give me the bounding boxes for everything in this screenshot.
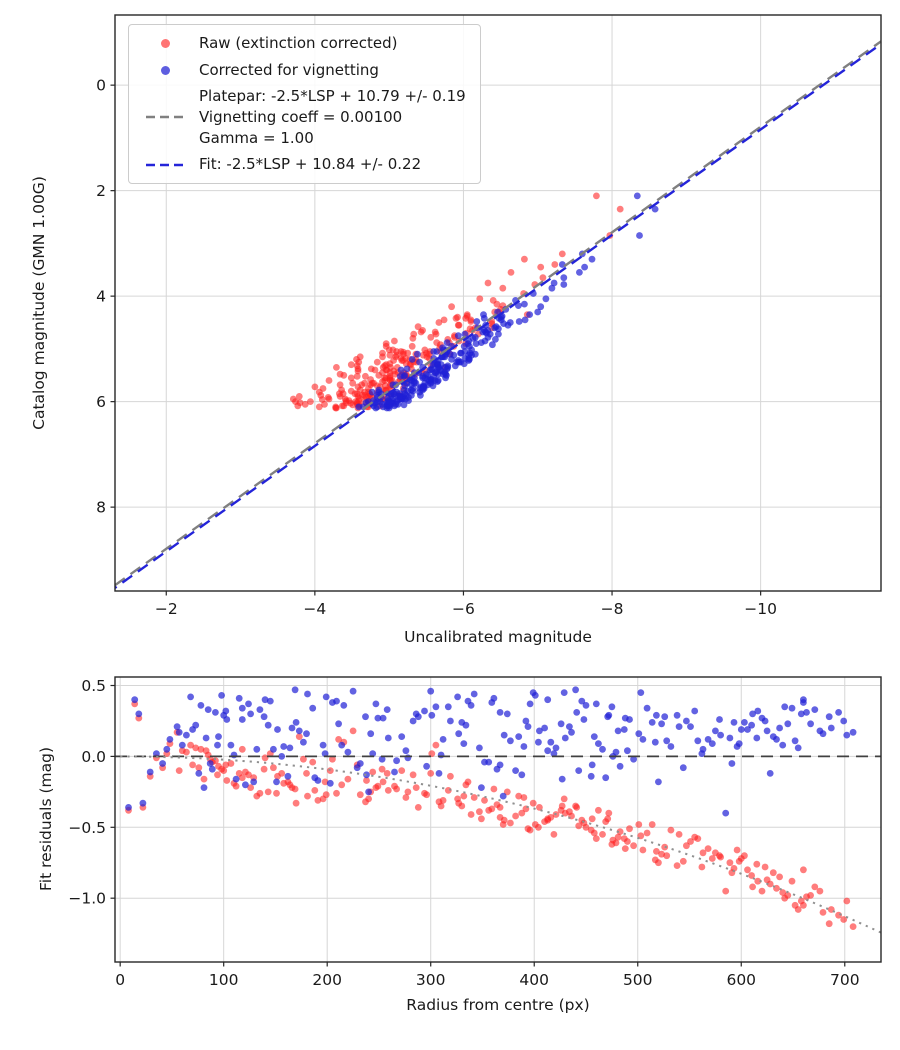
- legend-entry-platepar: Platepar: -2.5*LSP + 10.79 +/- 0.19 Vign…: [137, 86, 466, 148]
- legend-entry-corrected: Corrected for vignetting: [137, 60, 466, 81]
- svg-text:−8: −8: [601, 600, 624, 618]
- legend-entry-fit: Fit: -2.5*LSP + 10.84 +/- 0.22: [137, 154, 466, 175]
- svg-text:200: 200: [312, 971, 342, 989]
- svg-text:−2: −2: [155, 600, 178, 618]
- svg-text:600: 600: [726, 971, 756, 989]
- top-yaxis-label: Catalog magnitude (GMN 1.00G): [30, 176, 48, 430]
- platepar-line: [114, 40, 882, 587]
- svg-text:700: 700: [830, 971, 860, 989]
- svg-text:6: 6: [96, 393, 106, 411]
- fit-dashed-line-icon: [146, 163, 184, 167]
- svg-text:100: 100: [209, 971, 239, 989]
- svg-text:0.0: 0.0: [81, 748, 106, 766]
- svg-text:−1.0: −1.0: [68, 890, 106, 908]
- fit-line: [114, 43, 882, 589]
- corrected-points: [355, 192, 659, 412]
- plot-legend: Raw (extinction corrected) Corrected for…: [128, 24, 481, 185]
- bottom-xaxis-label: Radius from centre (px): [406, 996, 590, 1014]
- svg-text:−10: −10: [744, 600, 777, 618]
- legend-entry-raw: Raw (extinction corrected): [137, 33, 466, 54]
- platepar-dashed-line-icon: [146, 116, 184, 119]
- tick-labels: −2 −4 −6 −8 −10 0 2 4 6 8: [96, 77, 777, 618]
- svg-text:0: 0: [96, 77, 106, 95]
- legend-label-corrected: Corrected for vignetting: [199, 60, 379, 79]
- svg-text:−0.5: −0.5: [68, 819, 106, 837]
- svg-text:0: 0: [115, 971, 125, 989]
- svg-text:300: 300: [416, 971, 446, 989]
- legend-label-raw: Raw (extinction corrected): [199, 34, 398, 52]
- svg-text:2: 2: [96, 182, 106, 200]
- legend-label-platepar: Platepar: -2.5*LSP + 10.79 +/- 0.19 Vign…: [199, 87, 466, 147]
- svg-text:−6: −6: [452, 600, 475, 618]
- tick-labels: 0 100 200 300 400 500 600 700 0.5 0.0 −0.5 −1.0: [68, 677, 859, 989]
- vignetting-model-curve: [120, 755, 882, 934]
- bottom-yaxis-label: Fit residuals (mag): [37, 746, 55, 892]
- axes-frame: [114, 676, 882, 963]
- axes-frame: [114, 14, 882, 592]
- raw-points: [289, 192, 624, 412]
- svg-text:−4: −4: [303, 600, 326, 618]
- corrected-residual-points: [125, 686, 857, 817]
- raw-residual-points: [125, 700, 857, 930]
- svg-text:400: 400: [519, 971, 549, 989]
- top-xaxis-label: Uncalibrated magnitude: [404, 628, 592, 646]
- svg-text:4: 4: [96, 288, 106, 306]
- svg-text:0.5: 0.5: [81, 677, 106, 695]
- raw-scatter-marker-icon: [160, 38, 170, 48]
- grid-lines: [115, 677, 881, 962]
- residuals-panel: 0 100 200 300 400 500 600 700 0.5 0.0 −0.5 −1.0: [68, 676, 882, 989]
- svg-text:500: 500: [623, 971, 653, 989]
- corrected-scatter-marker-icon: [160, 65, 170, 75]
- legend-label-fit: Fit: -2.5*LSP + 10.84 +/- 0.22: [199, 155, 422, 174]
- svg-text:8: 8: [96, 499, 106, 517]
